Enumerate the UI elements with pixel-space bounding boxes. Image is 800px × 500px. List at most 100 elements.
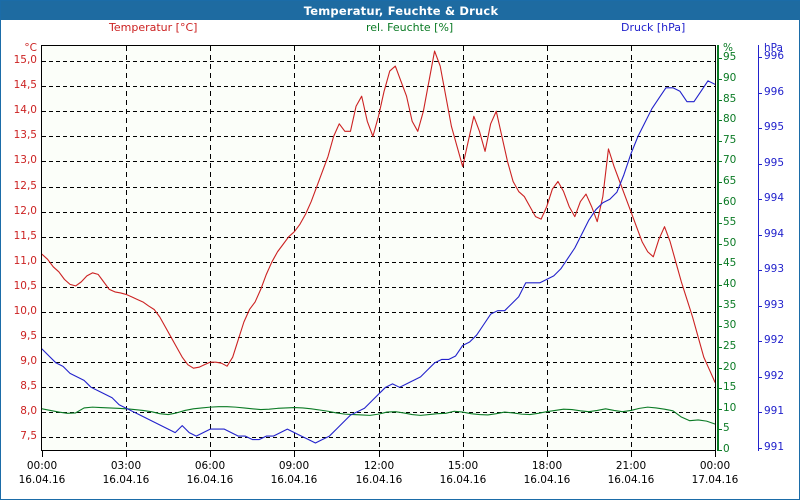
x-axis-tick-mark xyxy=(631,451,632,457)
x-axis-tick-time: 00:00 xyxy=(26,460,58,472)
series-line-left xyxy=(42,50,715,383)
right-axis-tick-mark xyxy=(717,408,722,410)
x-axis-tick-label: 06:00 16.04.16 xyxy=(175,459,245,487)
left-axis-tick-label: 8,0 xyxy=(20,405,37,418)
far-right-axis-tick-label: 992 xyxy=(764,334,785,346)
right-axis-tick-mark xyxy=(717,161,722,163)
x-axis-tick-mark xyxy=(463,451,464,457)
far-right-axis-tick-mark xyxy=(758,376,762,378)
right-axis-tick-label: 75 xyxy=(723,133,737,146)
x-axis-tick-time: 06:00 xyxy=(194,460,226,472)
chart-legend: Temperatur [°C] rel. Feuchte [%] Druck [… xyxy=(1,21,800,39)
right-axis-tick-label: 30 xyxy=(723,319,737,332)
right-axis-tick-mark xyxy=(717,58,722,60)
x-axis-tick-label: 15:00 16.04.16 xyxy=(428,459,498,487)
x-axis-tick-time: 15:00 xyxy=(447,460,479,472)
x-axis-tick-label: 03:00 16.04.16 xyxy=(91,459,161,487)
right-axis-tick-label: 60 xyxy=(723,195,737,208)
x-axis-tick-date: 16.04.16 xyxy=(18,474,66,486)
x-axis-tick-date: 16.04.16 xyxy=(523,474,571,486)
right-axis-tick-label: 35 xyxy=(723,298,737,311)
x-axis-tick-time: 18:00 xyxy=(531,460,563,472)
right-axis-tick-mark xyxy=(717,388,722,390)
x-axis-tick-label: 21:00 16.04.16 xyxy=(596,459,666,487)
far-right-axis-tick-label: 995 xyxy=(764,156,785,169)
far-right-axis-tick-mark xyxy=(758,447,762,449)
right-axis-tick-label: 65 xyxy=(723,175,737,188)
right-axis-tick-mark xyxy=(717,346,722,348)
right-axis-tick-mark xyxy=(717,285,722,287)
right-axis-tick-mark xyxy=(717,78,722,80)
x-axis-tick-label: 12:00 16.04.16 xyxy=(344,459,414,487)
left-axis-tick-label: 11,0 xyxy=(13,254,37,267)
left-axis-tick-label: 10,0 xyxy=(13,304,37,317)
far-right-axis-tick-label: 995 xyxy=(764,121,785,133)
right-axis-tick-mark xyxy=(717,305,722,307)
far-right-axis-tick-label: 992 xyxy=(764,369,785,382)
right-axis-tick-mark xyxy=(717,450,722,451)
left-axis-tick-label: 7,5 xyxy=(20,430,37,443)
left-axis-tick-label: 11,5 xyxy=(13,229,37,242)
x-axis-tick-label: 00:00 17.04.16 xyxy=(680,459,750,487)
right-axis-tick-label: 70 xyxy=(723,154,737,167)
far-right-axis-tick-label: 996 xyxy=(764,85,785,98)
right-axis-tick-label: 95 xyxy=(723,51,737,64)
right-axis-tick-label: 40 xyxy=(723,278,737,291)
far-right-axis-tick-mark xyxy=(758,234,762,236)
legend-item-humidity: rel. Feuchte [%] xyxy=(366,21,454,34)
legend-item-pressure: Druck [hPa] xyxy=(621,21,686,34)
x-axis-tick-time: 09:00 xyxy=(278,460,310,472)
far-right-axis-tick-mark xyxy=(758,163,762,165)
window-title: Temperatur, Feuchte & Druck xyxy=(303,3,499,18)
right-axis-tick-mark xyxy=(717,182,722,184)
right-axis-tick-label: 5 xyxy=(723,422,730,435)
far-right-axis-tick-mark xyxy=(758,128,762,129)
series-line-right xyxy=(42,406,715,425)
data-series-layer xyxy=(42,50,715,444)
right-axis-tick-mark xyxy=(717,243,722,245)
right-axis-tick-label: 80 xyxy=(723,113,737,126)
left-axis-unit: °C xyxy=(24,42,37,54)
left-axis-tick-label: 13,0 xyxy=(13,154,37,167)
left-axis-tick-label: 8,5 xyxy=(20,380,37,393)
far-right-axis-tick-label: 994 xyxy=(764,227,785,240)
far-right-axis-unit: hPa xyxy=(764,42,783,54)
left-axis-tick-label: 12,0 xyxy=(13,204,37,217)
window-title-bar: Temperatur, Feuchte & Druck xyxy=(1,1,800,20)
far-right-axis-tick-label: 994 xyxy=(764,192,785,204)
right-axis-tick-mark xyxy=(717,264,722,266)
far-right-axis-tick-mark xyxy=(758,57,762,58)
far-right-axis-tick-mark xyxy=(758,305,762,307)
left-axis-tick-label: 13,5 xyxy=(13,129,37,142)
right-axis-tick-mark xyxy=(717,140,722,142)
x-axis-tick-time: 12:00 xyxy=(363,460,395,472)
right-axis-tick-mark xyxy=(717,326,722,328)
x-axis-tick-mark xyxy=(294,451,295,457)
far-right-axis-spine xyxy=(758,45,759,451)
right-axis-tick-label: 10 xyxy=(723,401,737,414)
right-axis-tick-mark xyxy=(717,120,722,122)
x-axis-tick-mark xyxy=(547,451,548,457)
x-axis-tick-date: 16.04.16 xyxy=(186,474,234,486)
x-axis-tick-mark xyxy=(715,451,716,457)
x-axis-tick-date: 16.04.16 xyxy=(102,474,150,486)
plot-svg xyxy=(42,46,715,450)
x-axis-tick-mark xyxy=(210,451,211,457)
right-axis-tick-label: 20 xyxy=(723,360,737,373)
far-right-axis-tick-label: 993 xyxy=(764,263,785,275)
x-axis-tick-date: 16.04.16 xyxy=(270,474,318,486)
left-axis-tick-label: 14,0 xyxy=(13,104,37,117)
right-axis-tick-label: 25 xyxy=(723,339,737,352)
right-axis-tick-label: 45 xyxy=(723,257,737,270)
far-right-axis-tick-label: 991 xyxy=(764,405,785,417)
x-axis-tick-mark xyxy=(126,451,127,457)
plot-area xyxy=(41,45,716,451)
left-axis-tick-label: 14,5 xyxy=(13,79,37,92)
x-axis-tick-date: 16.04.16 xyxy=(355,474,403,486)
far-right-axis-tick-label: 991 xyxy=(764,440,785,453)
x-axis-ticks xyxy=(1,451,800,459)
legend-item-temperature: Temperatur [°C] xyxy=(109,21,198,34)
far-right-axis-tick-mark xyxy=(758,92,762,94)
left-axis-tick-label: 15,0 xyxy=(13,54,37,67)
right-axis-tick-mark xyxy=(717,202,722,204)
